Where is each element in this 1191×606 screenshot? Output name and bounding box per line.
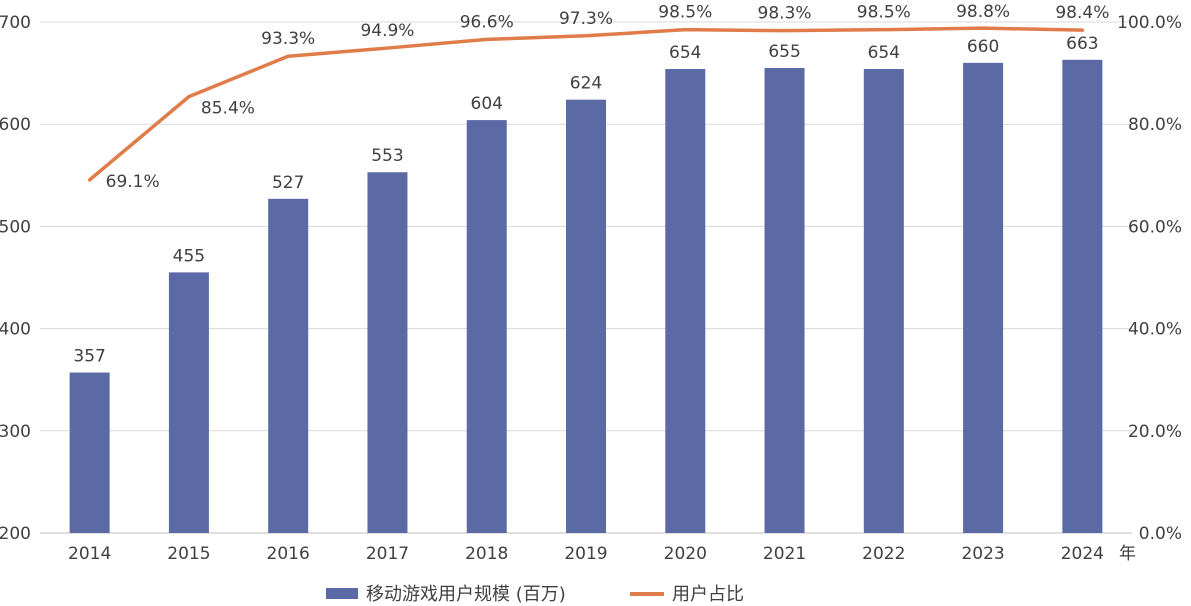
x-tick-label: 2016 xyxy=(267,544,310,564)
legend-swatch-bar xyxy=(326,588,358,599)
bar xyxy=(466,120,507,533)
y-right-tick-label: 80.0% xyxy=(1128,115,1182,135)
line-value-label: 98.3% xyxy=(758,4,812,24)
bar-value-label: 663 xyxy=(1066,34,1098,54)
bar xyxy=(1062,59,1103,534)
bar xyxy=(367,172,408,533)
x-tick-label: 2022 xyxy=(862,544,905,564)
x-axis-unit-label: 年 xyxy=(1119,544,1136,564)
x-tick-label: 2017 xyxy=(366,544,409,564)
bar-value-label: 654 xyxy=(868,43,900,63)
bar-series xyxy=(69,59,1103,534)
axes: 200 300 400 500 600 700 0.0% 20.0% 40.0% 60.0% 80.… xyxy=(0,13,1182,564)
bar xyxy=(268,198,309,533)
y-right-tick-label: 0.0% xyxy=(1139,524,1182,544)
line-value-label: 97.3% xyxy=(559,9,613,29)
line-value-label: 98.5% xyxy=(658,3,712,23)
y-right-tick-label: 100.0% xyxy=(1117,13,1182,33)
y-left-tick-label: 500 xyxy=(0,217,31,237)
x-tick-label: 2018 xyxy=(465,544,508,564)
x-tick-label: 2015 xyxy=(167,544,210,564)
bar xyxy=(566,99,606,533)
x-tick-label: 2020 xyxy=(664,544,707,564)
line-value-label: 98.5% xyxy=(857,3,911,23)
line-path xyxy=(87,26,1085,182)
line-value-label: 94.9% xyxy=(360,21,414,41)
bar-value-label: 660 xyxy=(967,37,999,57)
y-left-tick-label: 700 xyxy=(0,13,31,33)
line-value-label: 98.8% xyxy=(956,2,1010,22)
bar-value-label: 553 xyxy=(371,146,403,166)
line-value-label: 93.3% xyxy=(261,29,315,49)
line-value-label: 69.1% xyxy=(106,172,160,192)
bar-value-label: 357 xyxy=(73,347,105,367)
line-value-label: 96.6% xyxy=(460,12,514,32)
bar xyxy=(963,62,1004,533)
y-left-tick-label: 200 xyxy=(0,524,31,544)
bar xyxy=(69,372,110,533)
bar xyxy=(863,69,904,534)
bar-value-label: 455 xyxy=(173,246,205,266)
line-value-label: 98.4% xyxy=(1055,3,1109,23)
legend-label-bar: 移动游戏用户规模 (百万) xyxy=(366,584,566,605)
y-left-tick-label: 600 xyxy=(0,115,31,135)
bar-value-label: 655 xyxy=(768,42,800,62)
legend-label-line: 用户占比 xyxy=(672,584,744,605)
line-series xyxy=(87,26,1085,182)
x-tick-label: 2021 xyxy=(763,544,806,564)
y-left-tick-label: 300 xyxy=(0,422,31,442)
y-right-tick-label: 60.0% xyxy=(1128,217,1182,237)
legend: 移动游戏用户规模 (百万) 用户占比 xyxy=(326,584,744,605)
bar-value-label: 604 xyxy=(471,94,503,114)
bar xyxy=(764,67,805,534)
bar-value-label: 527 xyxy=(272,173,304,193)
data-labels: 357 455 527 553 604 624 654 655 654 660 663 69.1% 85… xyxy=(73,2,1109,367)
x-tick-label: 2023 xyxy=(961,544,1004,564)
bar xyxy=(168,272,209,533)
x-tick-label: 2024 xyxy=(1061,544,1104,564)
x-tick-label: 2019 xyxy=(564,544,607,564)
y-left-tick-label: 400 xyxy=(0,320,31,340)
bar-value-label: 624 xyxy=(570,74,602,94)
y-right-tick-label: 20.0% xyxy=(1128,422,1182,442)
x-tick-label: 2014 xyxy=(68,544,111,564)
bar-value-label: 654 xyxy=(669,43,701,63)
line-value-label: 85.4% xyxy=(201,99,255,119)
bar xyxy=(665,69,706,534)
y-right-tick-label: 40.0% xyxy=(1128,320,1182,340)
